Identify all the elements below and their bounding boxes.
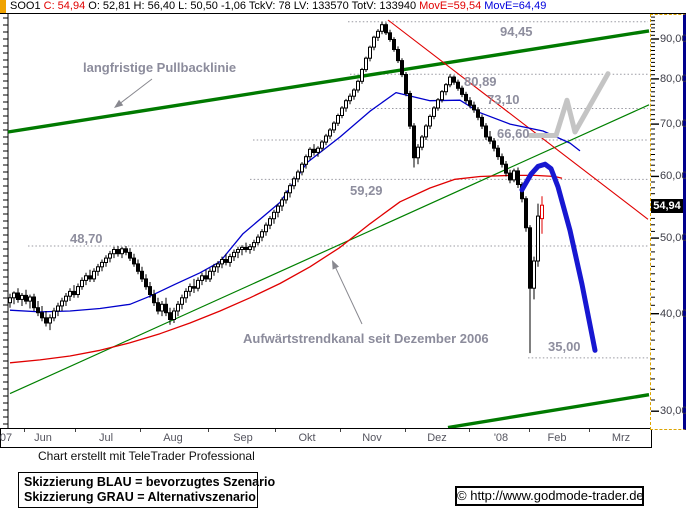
x-axis-label-Okt: Okt	[298, 432, 316, 444]
x-axis-label-Aug: Aug	[163, 432, 183, 444]
x-axis-label-Jun: Jun	[34, 432, 52, 444]
month-boundary-tick	[339, 429, 341, 432]
x-axis-label-Sep: Sep	[233, 432, 253, 444]
level-label-73,10: 73,10	[487, 92, 520, 107]
level-label-59,29: 59,29	[350, 183, 383, 198]
month-boundary-tick	[74, 429, 76, 432]
annotation-arrowhead	[114, 99, 124, 108]
x-axis-label-Jul: Jul	[98, 432, 114, 444]
annotation-text: langfristige Pullbacklinie	[83, 60, 236, 75]
candlestick-chart-area[interactable]: 94,45 80,89 73,10 66,60 59,29 48,70 35,00 langf…	[0, 14, 652, 428]
blue-preferred-scenario	[519, 161, 598, 353]
y-axis-price-scale[interactable]: 54,94 90,00 80,00 70,00 60,00 50,00 40,00 30,0…	[650, 14, 686, 430]
website-url[interactable]: http://www.godmode-trader.de	[470, 488, 644, 503]
chart-credit-text: Chart erstellt mit TeleTrader Profession…	[38, 449, 255, 463]
y-axis-label-90: 90,00	[660, 33, 686, 45]
copyright-icon: ©	[457, 488, 467, 503]
y-axis-label-80: 80,00	[660, 72, 686, 85]
active-symbol-marker	[0, 0, 6, 13]
x-axis-label-Nov: Nov	[362, 432, 382, 444]
month-boundary-tick	[208, 429, 209, 432]
candlestick-series	[8, 21, 544, 354]
x-axis-label-Feb: Feb	[547, 432, 567, 444]
uptrend-channel-inner	[9, 104, 650, 395]
month-boundary-tick	[24, 429, 25, 432]
y-axis-label-70: 70,00	[660, 118, 686, 131]
level-label-35,00: 35,00	[548, 339, 581, 354]
website-box[interactable]: © http://www.godmode-trader.de	[455, 486, 644, 506]
x-axis-time-scale[interactable]: '07 Jun Jul Aug Sep Okt Nov Dez '08 Feb Mrz	[0, 428, 652, 448]
annotation-arrow-line	[334, 265, 363, 325]
month-boundary-tick	[529, 429, 530, 432]
y-axis-label-50: 50,00	[660, 232, 686, 245]
legend-blue-scenario: Skizzierung BLAU = bevorzugtes Szenario	[24, 475, 276, 489]
month-boundary-tick	[139, 429, 141, 432]
month-boundary-tick	[404, 429, 406, 432]
quote-title-bar[interactable]: SOO1 C: 54,94 O: 52,81 H: 56,40 L: 50,50…	[0, 0, 686, 14]
level-label-66,60: 66,60	[497, 126, 530, 141]
scenario-legend-box: Skizzierung BLAU = bevorzugtes Szenario …	[18, 472, 276, 508]
x-axis-label-Dez: Dez	[427, 432, 447, 444]
current-price-badge: 54,94	[651, 199, 683, 214]
level-label-80,89: 80,89	[464, 74, 497, 89]
annotation-text: Aufwärtstrendkanal seit Dezember 2006	[243, 331, 489, 346]
annotation-arrow-line	[118, 78, 153, 105]
y-axis-ticks	[651, 16, 659, 412]
y-axis-label-30: 30,00	[660, 405, 686, 418]
legend-gray-scenario: Skizzierung GRAU = Alternativszenario	[24, 490, 256, 504]
month-boundary-tick	[469, 429, 470, 432]
level-label-94,45: 94,45	[500, 24, 533, 39]
level-label-48,70: 48,70	[70, 231, 103, 246]
x-axis-label-07: '07	[0, 432, 13, 444]
month-boundary-tick	[275, 429, 276, 432]
y-axis-label-60: 60,00	[660, 170, 686, 183]
channel-line-lower	[447, 393, 650, 428]
x-axis-label-08: '08	[493, 432, 509, 444]
quote-line: SOO1 C: 54,94 O: 52,81 H: 56,40 L: 50,50…	[10, 0, 547, 12]
pullback-line-upper	[7, 29, 650, 134]
y-axis-label-40: 40,00	[660, 307, 686, 320]
annotation-arrowhead	[332, 260, 339, 270]
x-axis-label-Mrz: Mrz	[611, 432, 631, 444]
downtrend-line	[387, 19, 649, 220]
mov-e-red	[9, 174, 563, 364]
month-boundary-tick	[589, 429, 590, 432]
gray-alternative-scenario	[527, 71, 611, 138]
